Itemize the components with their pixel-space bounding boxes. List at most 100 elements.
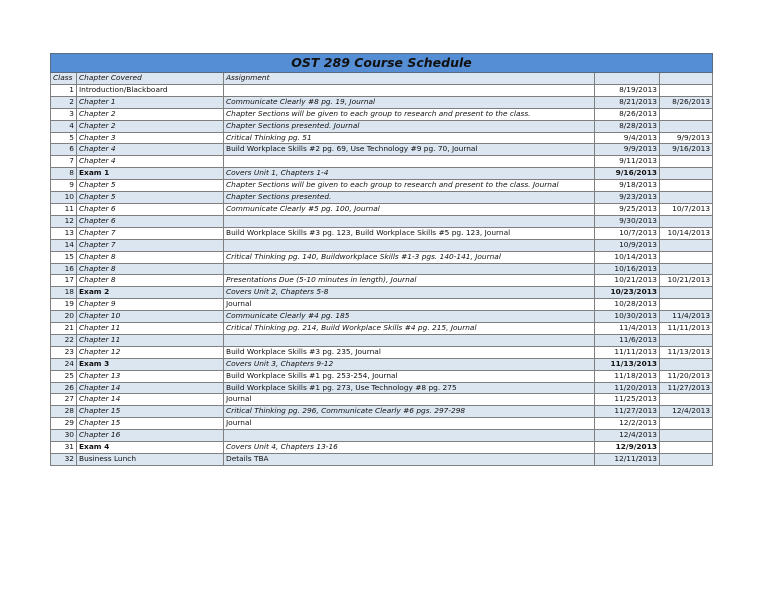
class-cell: 11 xyxy=(50,202,77,216)
date-cell: 10/7/2013 xyxy=(594,226,660,240)
class-cell: 30 xyxy=(50,429,77,443)
class-cell: 10 xyxy=(50,191,77,204)
date-cell: 11/27/2013 xyxy=(594,405,660,419)
chapter-cell: Chapter 4 xyxy=(76,143,224,157)
assignment-cell: Journal xyxy=(223,417,595,431)
class-cell: 7 xyxy=(50,155,77,169)
chapter-cell: Chapter 14 xyxy=(76,393,224,407)
due-date-cell xyxy=(658,179,714,193)
assignment-cell: Covers Unit 3, Chapters 9-12 xyxy=(223,357,595,371)
date-cell: 11/20/2013 xyxy=(594,381,660,395)
date-cell: 9/11/2013 xyxy=(594,155,660,169)
class-cell: 21 xyxy=(50,322,77,335)
assignment-cell: Build Workplace Skills #3 pg. 123, Build… xyxy=(223,226,595,240)
table-row: 25 Chapter 13 Build Workplace Skills #1 pg… xyxy=(50,369,714,383)
date-cell: 12/9/2013 xyxy=(594,441,660,454)
table-row: 30 Chapter 16 12/4/2013 xyxy=(50,429,714,443)
table-row: 3 Chapter 2 Chapter Sections will be given… xyxy=(50,107,714,121)
chapter-cell: Chapter 8 xyxy=(76,274,224,288)
date-cell: 10/23/2013 xyxy=(594,286,660,300)
chapter-cell: Introduction/Blackboard xyxy=(76,83,224,97)
date-cell: 9/23/2013 xyxy=(594,191,660,204)
title-row: OST 289 Course Schedule xyxy=(49,53,714,73)
chapter-cell: Business Lunch xyxy=(76,453,224,466)
due-date-cell xyxy=(658,119,714,133)
date-cell: 9/4/2013 xyxy=(594,131,660,145)
table-row: 5 Chapter 3 Critical Thinking pg. 51 9/4/20… xyxy=(50,131,714,145)
class-cell: 4 xyxy=(50,119,77,133)
chapter-cell: Chapter 5 xyxy=(76,191,224,204)
header-row: Class Chapter Covered Assignment xyxy=(50,72,714,85)
due-date-cell xyxy=(658,107,714,121)
table-row: 1 Introduction/Blackboard 8/19/2013 xyxy=(50,83,714,97)
assignment-cell: Critical Thinking pg. 296, Communicate C… xyxy=(223,405,595,419)
chapter-cell: Chapter 8 xyxy=(76,250,224,264)
due-date-cell xyxy=(658,155,714,169)
assignment-cell xyxy=(223,262,595,276)
chapter-cell: Chapter 4 xyxy=(76,155,224,169)
chapter-cell: Chapter 8 xyxy=(76,262,224,276)
due-date-cell xyxy=(658,191,714,204)
assignment-cell: Communicate Clearly #5 pg. 100, Journal xyxy=(223,202,595,216)
chapter-cell: Exam 1 xyxy=(76,167,224,181)
assignment-cell: Covers Unit 4, Chapters 13-16 xyxy=(223,441,595,454)
table-row: 2 Chapter 1 Communicate Clearly #8 pg. 19,… xyxy=(50,95,714,109)
chapter-cell: Chapter 13 xyxy=(76,369,224,383)
class-cell: 26 xyxy=(50,381,77,395)
table-row: 29 Chapter 15 Journal 12/2/2013 xyxy=(50,417,714,431)
due-date-cell xyxy=(658,393,714,407)
class-cell: 15 xyxy=(50,250,77,264)
date-cell: 10/9/2013 xyxy=(594,238,660,252)
chapter-cell: Chapter 11 xyxy=(76,322,224,335)
class-cell: 19 xyxy=(50,298,77,312)
class-cell: 5 xyxy=(50,131,77,145)
chapter-cell: Chapter 1 xyxy=(76,95,224,109)
due-date-cell: 8/26/2013 xyxy=(658,95,714,109)
due-date-cell: 11/11/2013 xyxy=(658,322,714,335)
schedule-title: OST 289 Course Schedule xyxy=(49,53,714,73)
due-date-cell xyxy=(658,417,714,431)
table-row: 12 Chapter 6 9/30/2013 xyxy=(50,214,714,228)
table-row: 26 Chapter 14 Build Workplace Skills #1 pg… xyxy=(50,381,714,395)
date-cell: 10/21/2013 xyxy=(594,274,660,288)
date-cell: 10/30/2013 xyxy=(594,310,660,324)
assignment-cell xyxy=(223,333,595,347)
table-row: 8 Exam 1 Covers Unit 1, Chapters 1-4 9/16/2… xyxy=(50,167,714,181)
due-date-cell xyxy=(658,453,714,466)
assignment-cell: Chapter Sections will be given to each g… xyxy=(223,179,595,193)
class-cell: 20 xyxy=(50,310,77,324)
chapter-cell: Chapter 12 xyxy=(76,345,224,359)
assignment-cell: Journal xyxy=(223,298,595,312)
due-date-cell xyxy=(658,441,714,454)
class-cell: 22 xyxy=(50,333,77,347)
assignment-cell: Covers Unit 2, Chapters 5-8 xyxy=(223,286,595,300)
chapter-cell: Exam 3 xyxy=(76,357,224,371)
assignment-cell: Communicate Clearly #8 pg. 19, Journal xyxy=(223,95,595,109)
table-row: 14 Chapter 7 10/9/2013 xyxy=(50,238,714,252)
date-cell: 12/2/2013 xyxy=(594,417,660,431)
class-cell: 29 xyxy=(50,417,77,431)
table-row: 27 Chapter 14 Journal 11/25/2013 xyxy=(50,393,714,407)
assignment-cell: Chapter Sections will be given to each g… xyxy=(223,107,595,121)
date-cell: 10/14/2013 xyxy=(594,250,660,264)
class-cell: 1 xyxy=(50,83,77,97)
chapter-cell: Chapter 3 xyxy=(76,131,224,145)
date-cell: 8/28/2013 xyxy=(594,119,660,133)
chapter-cell: Chapter 15 xyxy=(76,405,224,419)
due-date-cell xyxy=(658,167,714,181)
date-cell: 11/4/2013 xyxy=(594,322,660,335)
due-date-cell: 9/16/2013 xyxy=(658,143,714,157)
assignment-cell xyxy=(223,83,595,97)
date-cell: 9/18/2013 xyxy=(594,179,660,193)
class-cell: 17 xyxy=(50,274,77,288)
date-cell: 8/21/2013 xyxy=(594,95,660,109)
due-date-cell: 10/21/2013 xyxy=(658,274,714,288)
chapter-cell: Chapter 7 xyxy=(76,238,224,252)
table-row: 6 Chapter 4 Build Workplace Skills #2 pg. … xyxy=(50,143,714,157)
class-cell: 23 xyxy=(50,345,77,359)
class-cell: 27 xyxy=(50,393,77,407)
due-date-cell: 10/14/2013 xyxy=(658,226,714,240)
chapter-cell: Chapter 6 xyxy=(76,202,224,216)
assignment-cell xyxy=(223,238,595,252)
due-date-cell xyxy=(658,429,714,443)
